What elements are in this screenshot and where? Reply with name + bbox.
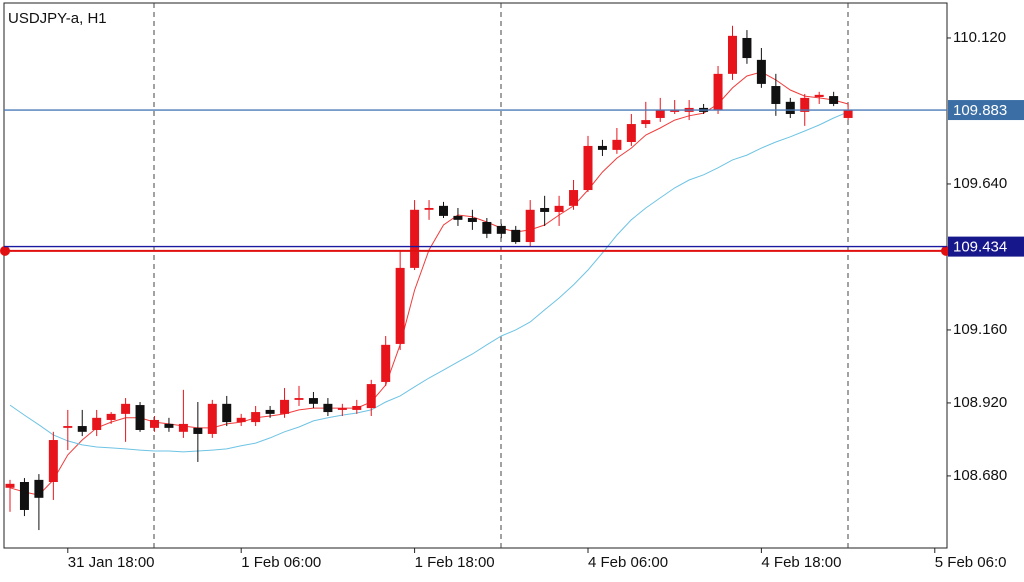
candle-body (583, 145, 593, 191)
candle-body (843, 110, 853, 118)
plot-frame (3, 2, 948, 549)
candle-body (511, 229, 521, 243)
candle-body (785, 101, 795, 115)
candle-body (554, 205, 564, 212)
candle-body (713, 73, 723, 111)
candle-body (482, 221, 492, 234)
moving-average (9, 111, 849, 453)
candle-body (308, 398, 318, 404)
candle-body (92, 417, 102, 430)
candle-body (756, 59, 766, 84)
candle-body (251, 412, 261, 423)
candle-body (149, 419, 159, 428)
candle-body (352, 405, 362, 410)
candle-body (106, 413, 116, 420)
x-tick-label: 1 Feb 18:00 (415, 554, 495, 571)
price-label: 109.883 (953, 102, 1007, 119)
candle-body (727, 35, 737, 74)
y-tick-label: 109.640 (953, 175, 1007, 192)
x-tick-label: 5 Feb 06:0 (935, 554, 1007, 571)
price-label-box (948, 236, 1024, 257)
y-tick-label: 108.920 (953, 394, 1007, 411)
candle-body (164, 423, 174, 428)
candle-body (395, 267, 405, 344)
candle-body (742, 37, 752, 59)
candle-body (771, 86, 781, 104)
price-label: 109.434 (953, 239, 1007, 256)
candle-body (121, 403, 131, 414)
x-tick-label: 4 Feb 06:00 (588, 554, 668, 571)
candle-body (800, 97, 810, 112)
chart-title: USDJPY-a, H1 (8, 10, 107, 27)
candle-body (34, 479, 44, 498)
candle-body (569, 190, 579, 206)
candle-body (597, 145, 607, 150)
candle-body (193, 427, 203, 434)
candle-body (814, 94, 824, 97)
candle-body (424, 207, 434, 210)
candle-body (612, 139, 622, 150)
candle-body (453, 215, 463, 220)
candle-body (410, 209, 420, 268)
candle-body (265, 409, 275, 414)
period-separators (153, 3, 849, 548)
candle-body (236, 417, 246, 423)
candle-body (323, 403, 333, 413)
x-tick-label: 31 Jan 18:00 (68, 554, 155, 571)
candle-body (366, 384, 376, 409)
candle-body (381, 344, 391, 382)
candle-body (207, 403, 217, 434)
candle-body (496, 225, 506, 234)
candle-body (178, 423, 188, 432)
candle-body (19, 482, 29, 510)
x-tick-label: 4 Feb 18:00 (761, 554, 841, 571)
candle-body (48, 440, 58, 483)
candle-body (77, 426, 87, 432)
y-tick-label: 110.120 (953, 29, 1006, 46)
candle-body (829, 96, 839, 104)
candle-body (670, 110, 680, 112)
y-tick-label: 108.680 (953, 467, 1007, 484)
candle-body (626, 124, 636, 142)
candle-body (655, 110, 665, 118)
candle-body (540, 207, 550, 212)
candle-body (467, 218, 477, 222)
level-handle (0, 245, 10, 256)
candle-body (135, 405, 145, 430)
price-label-box (948, 100, 1024, 121)
candle-body (294, 398, 304, 400)
candle-body (222, 403, 232, 423)
candle-body (63, 426, 73, 428)
candle-body (641, 120, 651, 125)
candle-body (438, 205, 448, 216)
candle-body (280, 399, 290, 414)
candle-body (5, 483, 15, 488)
y-tick-label: 109.160 (953, 321, 1007, 338)
candle-body (525, 209, 535, 243)
candle-body (337, 408, 347, 410)
x-tick-label: 1 Feb 06:00 (241, 554, 321, 571)
